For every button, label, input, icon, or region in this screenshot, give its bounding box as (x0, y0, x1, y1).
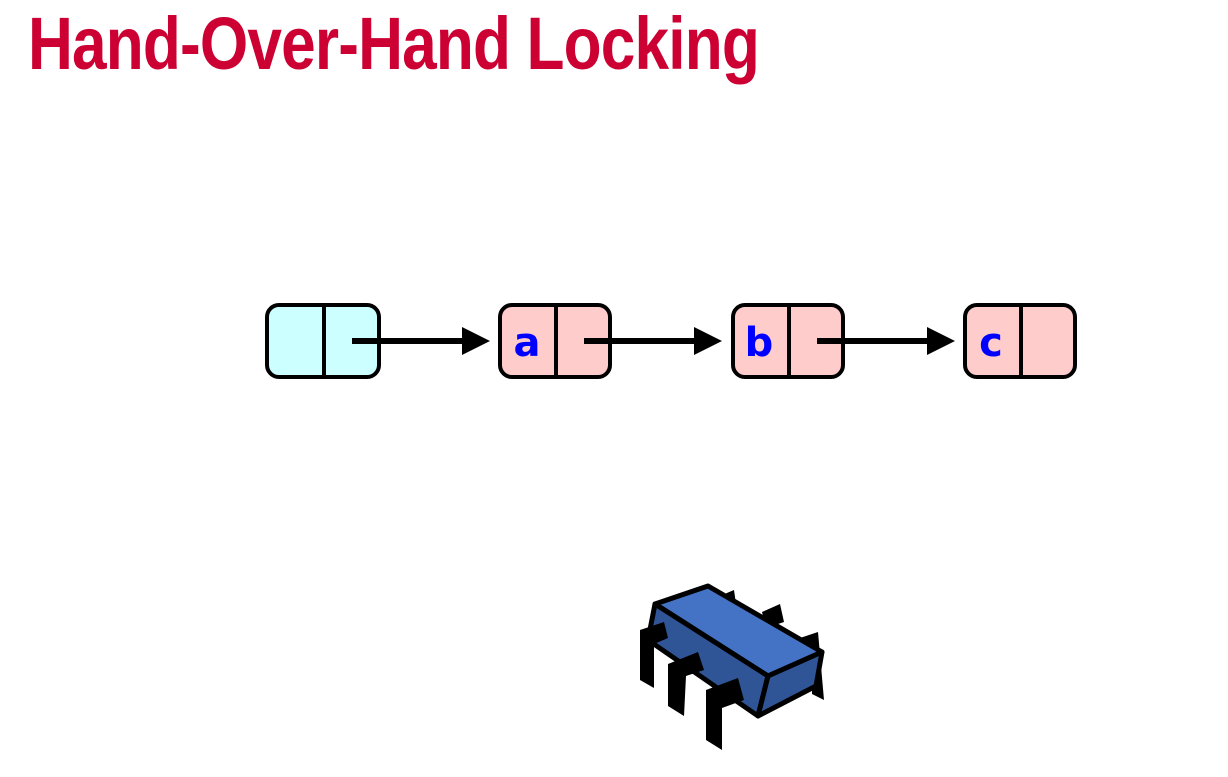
node-label: b (745, 320, 774, 366)
cpu-chip-icon (640, 583, 825, 750)
next-pointer-arrow (352, 327, 490, 355)
node-label: c (979, 320, 1003, 366)
slide-title: Hand-Over-Hand Locking (28, 2, 760, 85)
next-pointer-arrow (584, 327, 722, 355)
list-node-a: a (498, 303, 612, 379)
next-pointer-arrow (817, 327, 955, 355)
list-node-c: c (963, 303, 1077, 379)
node-label: a (514, 320, 541, 366)
list-node-b: b (731, 303, 845, 379)
